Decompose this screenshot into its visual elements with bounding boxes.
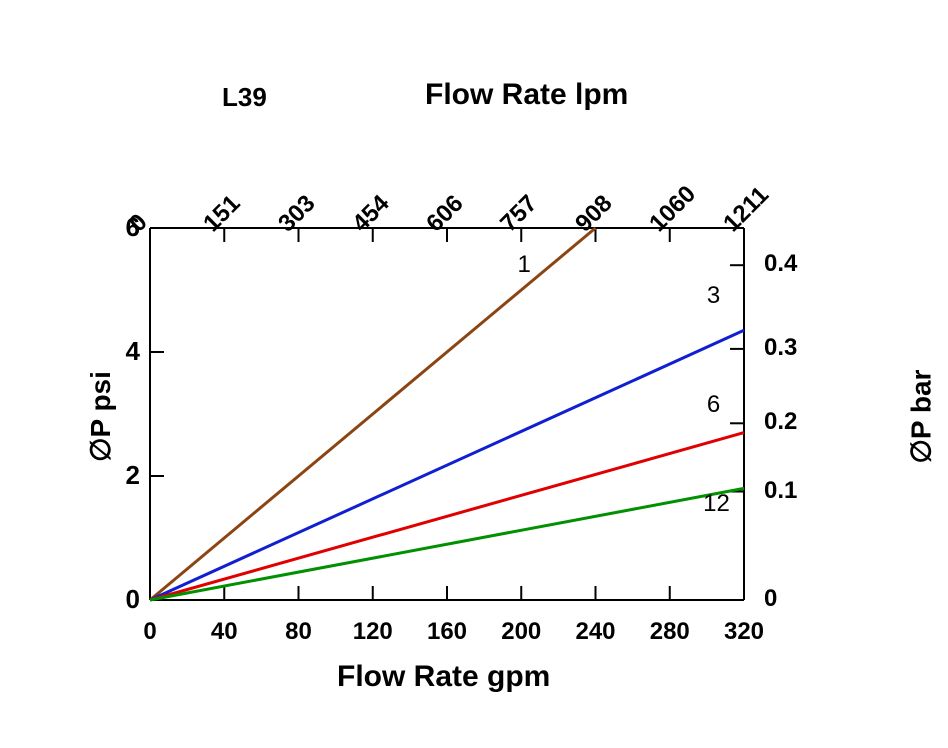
x-bottom-tick-label: 240	[572, 618, 620, 646]
y-right-tick-label: 0.3	[764, 334, 797, 362]
series-line-3	[150, 330, 744, 600]
x-bottom-tick-label: 0	[126, 618, 174, 646]
series-line-1	[150, 228, 596, 600]
chart-root: { "type": "line", "background_color": "#…	[0, 0, 948, 748]
y-left-tick-label: 6	[110, 212, 140, 243]
x-bottom-tick-label: 200	[497, 618, 545, 646]
series-label-3: 3	[707, 282, 720, 310]
series-label-12: 12	[703, 490, 730, 518]
x-bottom-tick-label: 40	[200, 618, 248, 646]
y-right-tick-label: 0.2	[764, 408, 797, 436]
series-label-1: 1	[518, 251, 531, 279]
y-left-tick-label: 4	[110, 336, 140, 367]
series-line-12	[150, 488, 744, 600]
y-right-tick-label: 0.1	[764, 477, 797, 505]
x-bottom-tick-label: 320	[720, 618, 768, 646]
x-bottom-tick-label: 80	[275, 618, 323, 646]
x-bottom-tick-label: 120	[349, 618, 397, 646]
y-left-tick-label: 2	[110, 460, 140, 491]
x-bottom-tick-label: 160	[423, 618, 471, 646]
series-label-6: 6	[707, 391, 720, 419]
y-left-tick-label: 0	[110, 584, 140, 615]
series-line-6	[150, 433, 744, 600]
y-right-tick-label: 0	[764, 585, 777, 613]
x-bottom-tick-label: 280	[646, 618, 694, 646]
y-right-tick-label: 0.4	[764, 250, 797, 278]
